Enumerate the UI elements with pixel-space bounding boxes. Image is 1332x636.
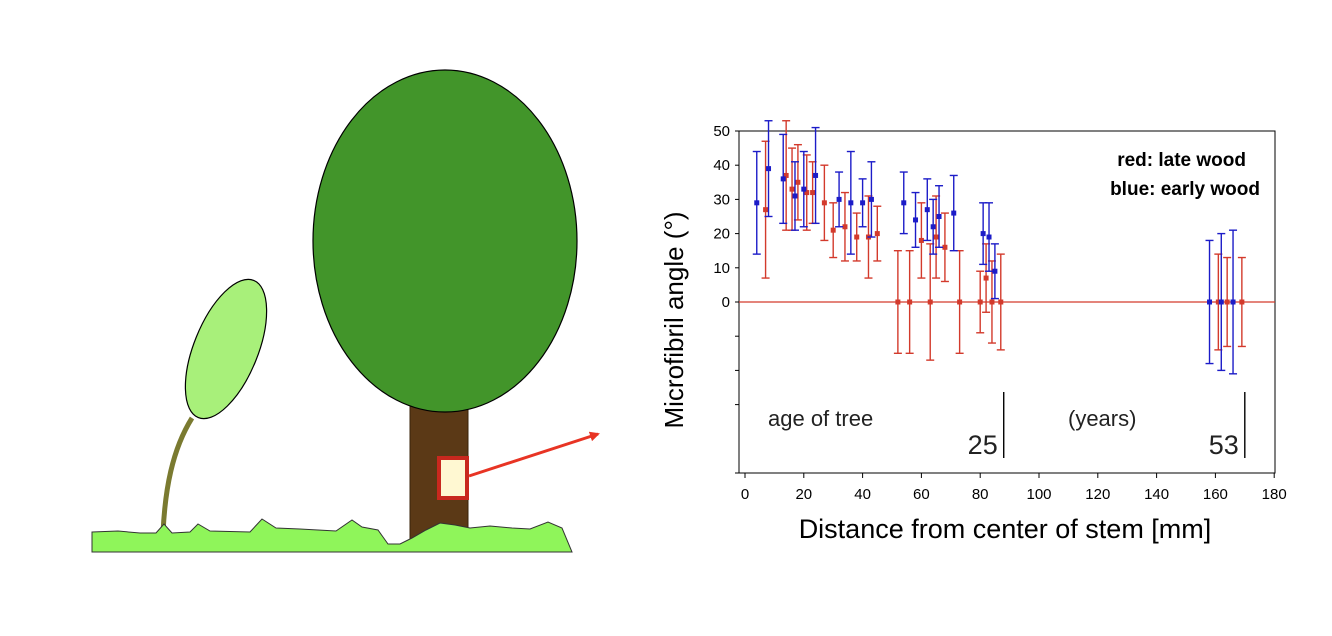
x-tick-label: 60 — [913, 486, 930, 503]
x-axis: 0 20 40 60 80 100 120 140 160 180 — [741, 473, 1287, 503]
x-tick-label: 40 — [854, 486, 871, 503]
data-point — [980, 231, 986, 237]
data-point — [868, 196, 874, 202]
data-point — [854, 234, 860, 240]
data-point — [1207, 299, 1213, 305]
data-point — [936, 214, 942, 219]
data-point — [830, 227, 836, 233]
age-markers: 25 53 — [968, 392, 1246, 460]
age-marker-label: 53 — [1209, 430, 1239, 460]
sapling-icon — [184, 278, 268, 420]
data-point — [998, 299, 1004, 305]
illustration — [91, 69, 600, 553]
data-point — [918, 237, 924, 243]
x-axis-title: Distance from center of stem [mm] — [799, 514, 1212, 544]
data-point — [933, 234, 939, 240]
data-point — [836, 196, 842, 202]
y-tick-label: 20 — [713, 226, 730, 243]
data-point — [1224, 299, 1230, 305]
data-point — [907, 299, 913, 305]
data-point — [763, 207, 769, 213]
age-marker-label: 25 — [968, 430, 998, 460]
data-point — [1230, 299, 1236, 305]
data-point — [860, 200, 866, 206]
series-blue — [752, 120, 1238, 375]
years-unit-label: (years) — [1068, 406, 1136, 431]
data-point — [780, 176, 786, 182]
data-point — [977, 299, 983, 305]
y-tick-label: 10 — [713, 260, 730, 277]
y-tick-label: 0 — [722, 294, 730, 311]
x-tick-label: 120 — [1085, 486, 1110, 503]
y-axis: 0 10 20 30 40 50 — [713, 123, 739, 474]
data-point — [754, 200, 760, 206]
data-point — [795, 179, 801, 185]
data-point — [992, 268, 998, 274]
data-point — [895, 299, 901, 305]
chart: 0 10 20 30 40 50 0 20 40 60 80 100 120 140 160 180 Dis… — [659, 120, 1287, 544]
data-point — [766, 166, 772, 172]
x-tick-label: 100 — [1026, 486, 1051, 503]
x-tick-label: 20 — [795, 486, 812, 503]
data-point — [957, 299, 963, 305]
y-tick-label: 30 — [713, 191, 730, 208]
data-point — [804, 190, 810, 196]
data-point — [792, 193, 798, 199]
data-point — [927, 299, 933, 305]
data-point — [842, 224, 848, 230]
data-point — [930, 224, 936, 230]
x-tick-label: 160 — [1203, 486, 1228, 503]
data-point — [924, 207, 930, 213]
data-point — [801, 186, 807, 192]
tree-icon — [312, 69, 578, 413]
sample-box-icon — [437, 456, 469, 500]
x-tick-label: 140 — [1144, 486, 1169, 503]
y-tick-label: 40 — [713, 157, 730, 174]
data-point — [1239, 299, 1245, 305]
data-point — [848, 200, 854, 206]
series-red — [761, 120, 1246, 361]
data-point — [874, 231, 880, 237]
x-tick-label: 80 — [972, 486, 989, 503]
arrow-icon — [468, 431, 600, 478]
data-point — [783, 172, 789, 178]
data-point — [986, 234, 992, 240]
legend-line-blue: blue: early wood — [1110, 179, 1260, 200]
data-point — [813, 172, 819, 178]
x-tick-label: 0 — [741, 486, 749, 503]
data-point — [821, 200, 827, 206]
series-layer — [752, 120, 1246, 375]
age-of-tree-label: age of tree — [768, 406, 873, 431]
data-point — [1215, 299, 1221, 305]
data-point — [810, 190, 816, 196]
legend-line-red: red: late wood — [1117, 150, 1246, 171]
sapling-stem — [160, 416, 195, 534]
y-tick-label: 50 — [713, 123, 730, 140]
data-point — [789, 186, 795, 192]
data-point — [951, 210, 957, 216]
data-point — [1218, 299, 1224, 305]
x-tick-label: 180 — [1262, 486, 1287, 503]
data-point — [989, 299, 995, 305]
data-point — [901, 200, 907, 206]
data-point — [913, 217, 919, 223]
grass-icon — [91, 518, 573, 553]
data-point — [983, 275, 989, 281]
y-axis-title: Microfibril angle (°) — [659, 211, 689, 428]
data-point — [942, 244, 948, 250]
